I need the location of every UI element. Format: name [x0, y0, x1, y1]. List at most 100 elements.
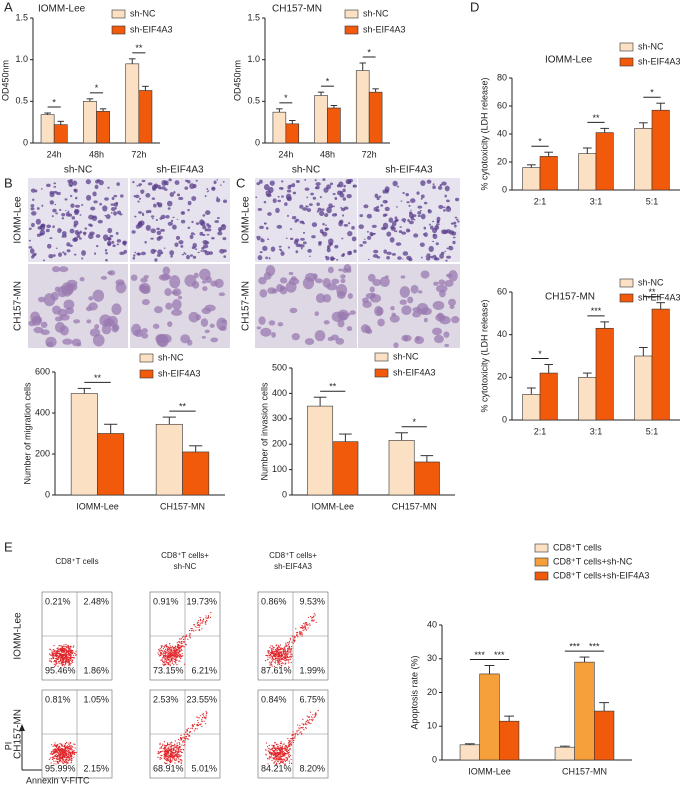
- event-dot: [57, 658, 59, 661]
- cell: [216, 216, 220, 219]
- event-dot: [62, 655, 64, 657]
- event-dot: [50, 762, 52, 764]
- event-dot: [290, 758, 292, 761]
- cell: [359, 244, 364, 247]
- event-dot: [279, 754, 281, 756]
- event-dot: [71, 750, 74, 752]
- bar: [539, 372, 558, 421]
- cell: [258, 276, 267, 285]
- event-dot: [305, 727, 307, 729]
- event-dot: [193, 730, 196, 732]
- event-dot: [177, 749, 180, 751]
- cell: [144, 240, 147, 244]
- event-dot: [52, 757, 54, 759]
- event-dot: [74, 747, 76, 749]
- cell: [110, 203, 115, 206]
- cell: [358, 224, 364, 230]
- event-dot: [275, 743, 277, 746]
- event-dot: [64, 655, 66, 657]
- cell: [366, 213, 372, 219]
- event-dot: [157, 652, 159, 654]
- cell: [386, 251, 392, 255]
- cell: [40, 188, 43, 190]
- event-dot: [69, 753, 72, 756]
- cell: [59, 208, 62, 211]
- event-dot: [273, 646, 275, 649]
- event-dot: [59, 747, 61, 749]
- event-dot: [170, 753, 172, 755]
- cell: [384, 275, 389, 279]
- flow-plot: [257, 689, 329, 779]
- event-dot: [64, 743, 66, 745]
- cell: [429, 256, 432, 258]
- cell: [435, 242, 439, 246]
- event-dot: [179, 756, 181, 758]
- event-dot: [189, 636, 191, 639]
- event-dot: [164, 762, 166, 764]
- cell: [340, 274, 346, 279]
- event-dot: [279, 656, 281, 659]
- cell: [58, 252, 63, 257]
- cell: [210, 337, 219, 343]
- event-dot: [303, 723, 305, 725]
- event-dot: [73, 756, 75, 758]
- cell: [256, 235, 261, 241]
- cell: [219, 248, 225, 254]
- event-dot: [298, 729, 300, 731]
- event-dot: [269, 663, 271, 665]
- event-dot: [292, 734, 294, 736]
- event-dot: [284, 760, 286, 762]
- event-dot: [197, 724, 199, 726]
- x-tick-label: 72h: [362, 149, 377, 159]
- event-dot: [265, 654, 267, 657]
- event-dot: [181, 751, 183, 754]
- cell: [352, 185, 355, 187]
- event-dot: [174, 647, 177, 649]
- event-dot: [64, 752, 67, 754]
- legend-label: sh-NC: [363, 8, 389, 18]
- event-dot: [67, 650, 70, 652]
- event-dot: [173, 650, 175, 652]
- cell: [445, 259, 448, 262]
- event-dot: [279, 749, 282, 751]
- event-dot: [167, 653, 169, 655]
- error-bar: [189, 445, 203, 452]
- cell: [28, 239, 31, 242]
- cell: [324, 213, 329, 217]
- event-dot: [172, 653, 174, 656]
- event-dot: [50, 655, 53, 657]
- x-tick-label: 5:1: [646, 196, 659, 206]
- event-dot: [50, 752, 52, 754]
- cell: [444, 194, 447, 198]
- event-dot: [303, 622, 305, 625]
- cell: [455, 197, 460, 202]
- event-dot: [58, 760, 61, 763]
- error-bar: [544, 151, 554, 157]
- event-dot: [174, 746, 176, 748]
- event-dot: [200, 620, 202, 622]
- event-dot: [52, 745, 54, 747]
- event-dot: [174, 759, 176, 761]
- cell: [308, 203, 313, 207]
- event-dot: [272, 657, 274, 660]
- event-dot: [187, 738, 189, 740]
- event-dot: [296, 731, 298, 733]
- cell: [61, 234, 65, 238]
- event-dot: [305, 624, 307, 626]
- event-dot: [191, 727, 194, 730]
- event-dot: [176, 642, 178, 644]
- event-dot: [56, 762, 59, 764]
- event-dot: [306, 724, 308, 726]
- event-dot: [198, 626, 200, 628]
- event-dot: [55, 661, 57, 663]
- event-dot: [63, 657, 65, 660]
- y-tick-label: 500: [272, 362, 287, 372]
- event-dot: [55, 760, 57, 762]
- error-bar: [77, 387, 91, 394]
- cell: [256, 236, 258, 238]
- cell: [325, 255, 328, 259]
- event-dot: [67, 754, 70, 756]
- cell: [71, 216, 76, 220]
- cell: [397, 256, 402, 260]
- event-dot: [54, 755, 57, 757]
